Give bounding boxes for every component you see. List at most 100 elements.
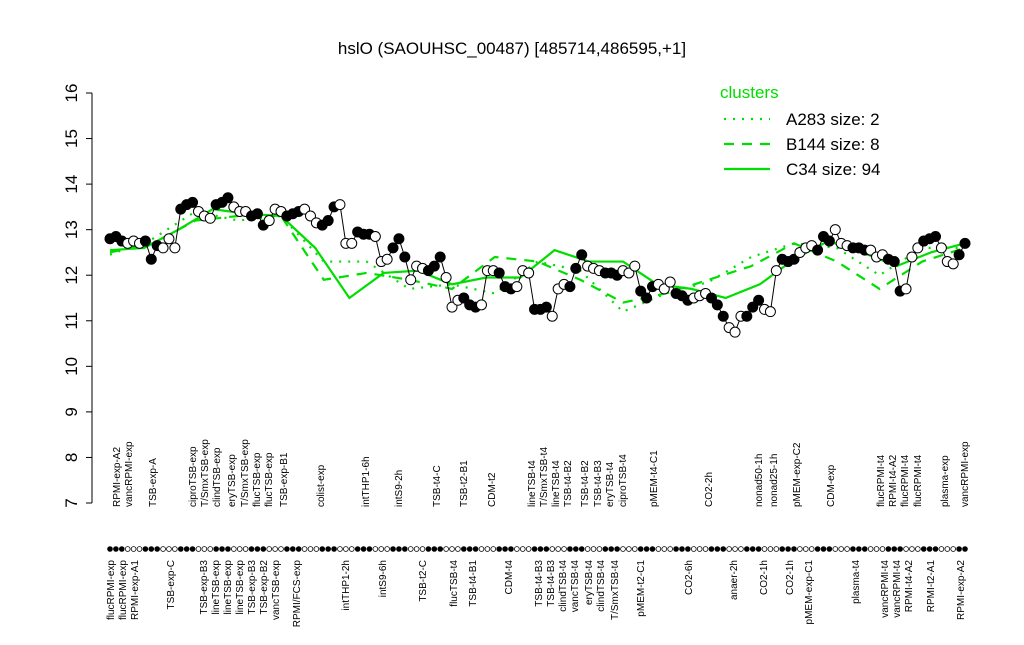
y-tick-label: 16 <box>62 84 81 103</box>
x-label-top: flucRPMI-t4 <box>913 454 924 507</box>
x-label-top: CDM-exp <box>826 464 837 507</box>
x-label-bottom: intTHP1-2h <box>341 560 352 611</box>
strip-point <box>183 546 190 552</box>
strip-point <box>508 546 514 552</box>
cluster-line-c34 <box>109 208 966 300</box>
strip-point <box>343 546 349 552</box>
strip-point <box>797 546 803 552</box>
strip-point <box>909 546 915 552</box>
data-point <box>334 199 346 211</box>
x-label-bottom: RPMI/FCS-exp <box>292 560 303 628</box>
x-label-bottom: vancRPMI-t4 <box>880 560 891 618</box>
data-point <box>947 258 959 270</box>
legend-label: A283 size: 2 <box>786 110 880 129</box>
y-tick-label: 9 <box>62 407 81 416</box>
data-point <box>576 249 588 261</box>
x-label-bottom: plasma-t4 <box>851 560 862 604</box>
strip-point <box>938 546 945 552</box>
x-label-bottom: TSB-exp-B2 <box>259 560 270 615</box>
strip-point <box>915 546 921 552</box>
strip-point <box>820 546 827 552</box>
strip-point <box>567 546 573 552</box>
y-tick-label: 10 <box>62 357 81 376</box>
strip-point <box>767 546 774 552</box>
strip-point <box>248 546 255 552</box>
data-point <box>405 274 417 286</box>
data-point <box>935 242 947 254</box>
data-point <box>322 215 334 227</box>
strip-point <box>236 546 243 552</box>
x-label-bottom: clindTSB-t4 <box>558 560 569 612</box>
strip-point <box>679 546 685 552</box>
strip-point <box>584 546 591 552</box>
strip-point <box>685 546 691 552</box>
x-label-top: nonad25-1h <box>769 454 780 507</box>
strip-point <box>519 546 526 552</box>
strip-point <box>637 546 644 552</box>
data-point <box>428 260 440 272</box>
data-point <box>930 231 942 242</box>
strip-point <box>413 546 420 552</box>
legend-label: C34 size: 94 <box>786 160 881 179</box>
strip-point <box>932 546 939 552</box>
data-point <box>381 253 393 265</box>
strip-point <box>154 546 160 552</box>
x-label-top: TSB-t4-B3 <box>593 460 604 507</box>
x-label-bottom: RPMI-t4-A2 <box>904 560 915 613</box>
x-label-bottom: lineTSB-exp <box>223 560 234 615</box>
strip-point <box>549 546 556 552</box>
data-point <box>523 267 535 279</box>
data-point <box>475 299 487 311</box>
x-label-top: nonad50-1h <box>754 454 765 507</box>
strip-point <box>431 546 438 552</box>
strip-point <box>301 546 308 552</box>
strip-point <box>407 546 414 552</box>
strip-point <box>832 546 839 552</box>
x-label-bottom: TSB-t2-C <box>418 560 429 602</box>
data-point <box>299 203 311 215</box>
x-label-top: flucTSB-exp <box>252 452 263 507</box>
strip-point <box>118 546 125 552</box>
strip-point <box>543 546 550 552</box>
strip-point <box>620 546 626 552</box>
x-label-top: vancRPMI-exp <box>960 441 971 507</box>
strip-point <box>325 546 331 552</box>
x-labels: RPMI-exp-A2 vancRPMI-exp TSB-exp-A ciproTSB… <box>106 439 971 627</box>
x-label-bottom: TSB-t4-B1 <box>468 560 479 607</box>
strip-point <box>402 546 408 552</box>
data-point <box>169 242 181 254</box>
strip-point <box>266 546 273 552</box>
strip-point <box>425 546 432 552</box>
strip-point <box>944 546 951 552</box>
strip-point <box>531 546 538 552</box>
x-label-bottom: flucRPMI-exp <box>118 560 129 620</box>
strip-point <box>655 546 662 552</box>
strip-point <box>177 546 184 552</box>
chart-title: hslO (SAOUHSC_00487) [485714,486595,+1] <box>338 39 686 58</box>
x-label-bottom: TSB-exp-C <box>166 560 177 609</box>
x-label-top: TSB-t2-B1 <box>459 460 470 507</box>
data-point <box>163 233 175 245</box>
x-label-top: TSB-exp-B1 <box>279 452 290 507</box>
x-label-top: CO2-2h <box>704 472 715 507</box>
strip-point <box>738 546 744 552</box>
x-label-top: TSB-t4-B2 <box>563 460 574 507</box>
x-label-bottom: TSB-t4-B3 <box>534 560 545 607</box>
x-label-bottom: flucTSB-t4 <box>449 560 460 607</box>
x-label-bottom: pMEM-t2-C1 <box>636 560 647 617</box>
strip-point <box>779 546 786 552</box>
strip-point <box>449 546 455 552</box>
legend-label: B144 size: 8 <box>786 135 880 154</box>
data-point <box>711 299 723 311</box>
data-point <box>747 301 759 313</box>
x-label-top: TSB-exp-A <box>148 458 159 507</box>
strip-point <box>814 546 821 552</box>
strip-point <box>124 546 131 552</box>
data-point <box>664 276 676 288</box>
strip-point <box>673 546 679 552</box>
x-label-bottom: lineTSB-exp <box>235 560 246 615</box>
x-label-top: intS9-2h <box>394 470 405 507</box>
data-point <box>157 242 169 254</box>
strip-point <box>667 546 673 552</box>
strip-point <box>661 546 668 552</box>
